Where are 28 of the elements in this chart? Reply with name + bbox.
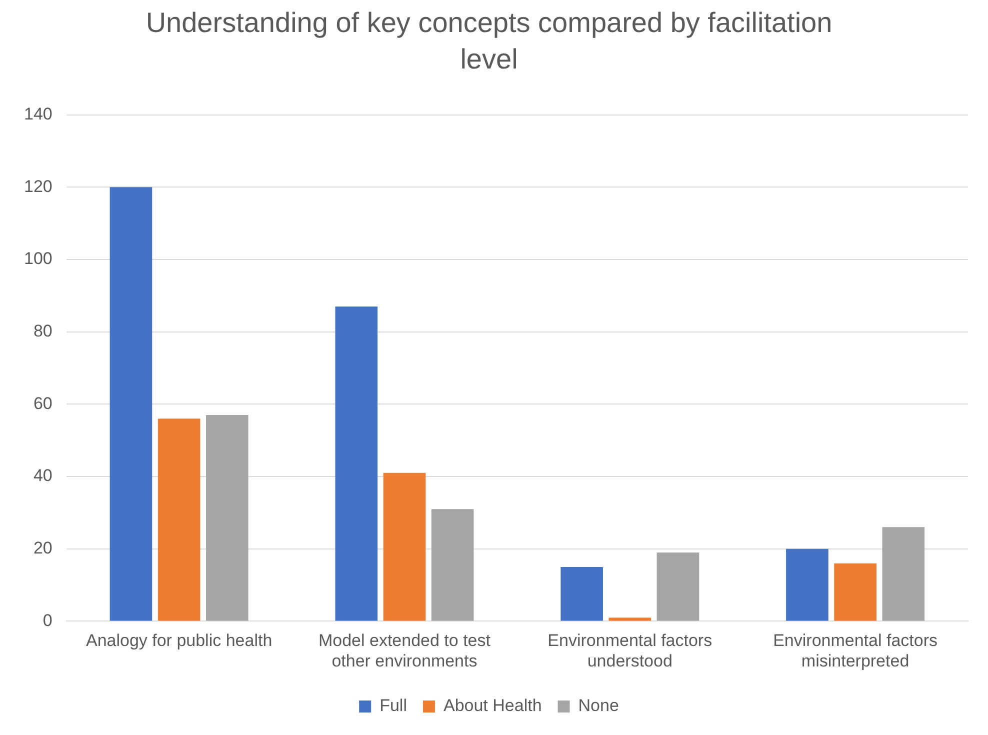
legend-label: None [578,696,619,716]
bar [206,415,248,621]
bar [656,552,700,621]
x-tick-label: Environmental factors understood [548,631,712,670]
x-tick-label: Environmental factors misinterpreted [773,631,938,670]
bar [882,527,925,621]
chart-title: Understanding of key concepts compared by facilitation level [146,6,832,74]
bar [383,472,426,621]
x-tick-label: Model extended to test other environments [318,631,491,670]
x-tick-label: Analogy for public health [86,631,272,650]
y-tick-label: 100 [24,249,52,268]
bar [110,187,152,621]
bar [560,566,603,621]
bar [786,548,828,621]
legend-label: Full [380,696,407,716]
bar [431,509,474,621]
bar [834,563,876,621]
bar [608,618,652,621]
y-tick-label: 80 [33,322,52,341]
y-tick-label: 60 [33,394,52,413]
bar [158,418,200,621]
y-tick-label: 0 [42,610,52,630]
y-tick-label: 120 [24,176,52,196]
y-tick-label: 20 [33,538,52,558]
legend-label: About Health [443,696,542,716]
y-tick-label: 40 [33,466,52,486]
y-tick-label: 140 [24,104,52,124]
bar [335,306,378,621]
